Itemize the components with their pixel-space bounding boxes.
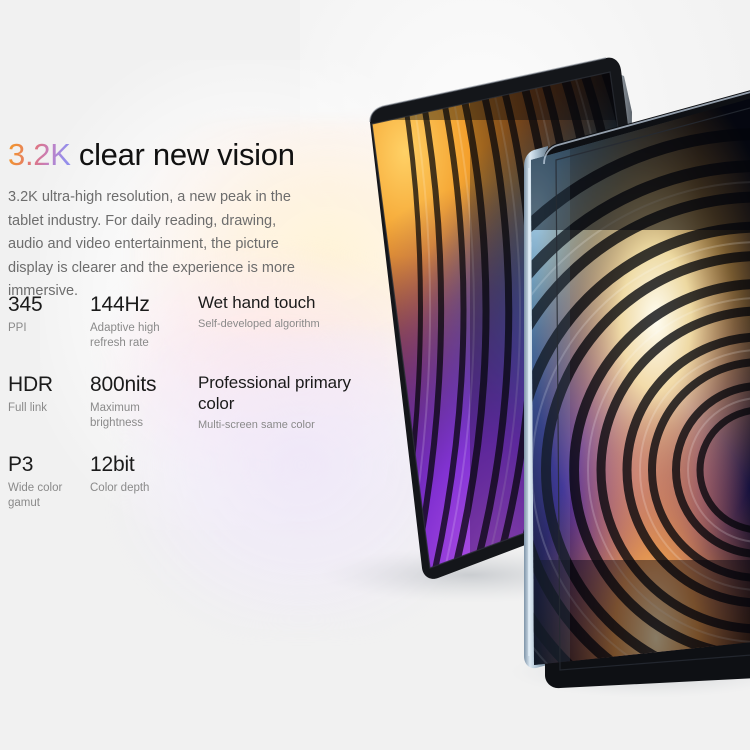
spec-caption: Multi-screen same color <box>198 419 315 431</box>
spec-value: Wet hand touch <box>198 293 316 312</box>
spec-row: HDR Full link 800nits Maximum brightness… <box>8 372 353 452</box>
spec-caption: Full link <box>8 402 47 414</box>
copy-block: 3.2K clear new vision 3.2K ultra-high re… <box>8 134 348 304</box>
spec-caption: Wide color gamut <box>8 482 63 509</box>
spec-item: P3 Wide color gamut <box>8 452 86 511</box>
spec-value: P3 <box>8 453 34 476</box>
spec-item: Professional primary color Multi-screen … <box>198 372 358 433</box>
spec-caption: Adaptive high refresh rate <box>90 322 160 349</box>
spec-caption: Maximum brightness <box>90 402 144 429</box>
page-title: 3.2K clear new vision <box>8 134 348 176</box>
intro-paragraph: 3.2K ultra-high resolution, a new peak i… <box>8 189 295 299</box>
spec-grid: 345 PPI 144Hz Adaptive high refresh rate… <box>8 292 353 532</box>
background-glow-top <box>300 0 750 420</box>
headline-rest: clear new vision <box>70 137 295 172</box>
spec-row: P3 Wide color gamut 12bit Color depth <box>8 452 353 532</box>
spec-value: 345 <box>8 293 43 316</box>
spec-value: HDR <box>8 373 53 396</box>
tablet-front <box>524 90 750 689</box>
tablet-back <box>369 57 673 579</box>
spec-value: 12bit <box>90 453 135 476</box>
spec-caption: PPI <box>8 322 27 334</box>
spec-item: 144Hz Adaptive high refresh rate <box>90 292 196 351</box>
spec-value: Professional primary color <box>198 373 351 413</box>
spec-item: 345 PPI <box>8 292 86 336</box>
spec-caption: Color depth <box>90 482 150 494</box>
spec-row: 345 PPI 144Hz Adaptive high refresh rate… <box>8 292 353 372</box>
spec-value: 800nits <box>90 373 157 396</box>
spec-item: 800nits Maximum brightness <box>90 372 196 431</box>
spec-item: HDR Full link <box>8 372 86 416</box>
spec-item: Wet hand touch Self-developed algorithm <box>198 292 358 332</box>
headline-highlight: 3.2K <box>8 137 71 172</box>
spec-caption: Self-developed algorithm <box>198 318 320 330</box>
spec-item: 12bit Color depth <box>90 452 196 496</box>
spec-value: 144Hz <box>90 293 150 316</box>
